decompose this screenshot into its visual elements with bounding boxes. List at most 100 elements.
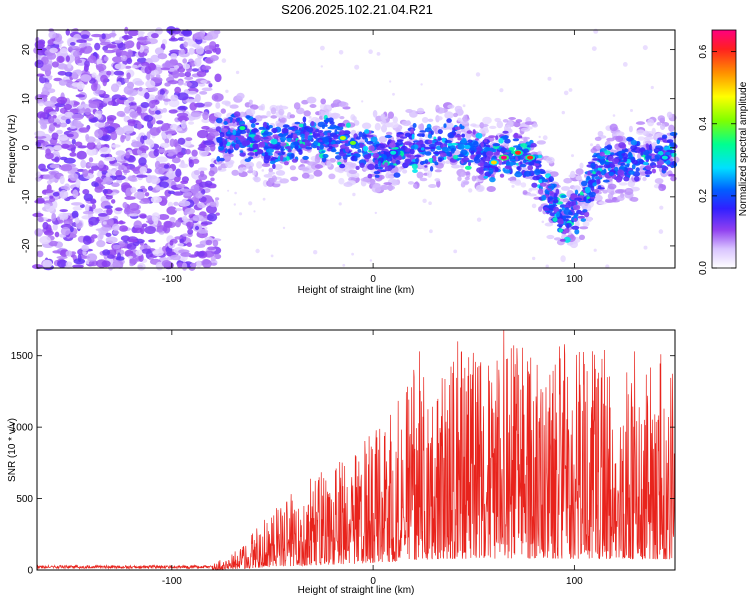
spectrogram-cell: [446, 118, 452, 123]
spectrogram-cell: [254, 134, 262, 141]
spectrogram-cell: [200, 80, 208, 84]
spectrogram-cell: [143, 115, 154, 122]
spectrogram-cell: [557, 218, 564, 225]
spectrogram-cell: [354, 64, 360, 70]
spectrogram-cell: [355, 165, 360, 170]
spectrogram-cell: [79, 49, 85, 53]
spectrogram-cell: [615, 135, 624, 142]
spectrogram-cell: [504, 138, 511, 144]
spectrogram-cell: [470, 154, 475, 160]
spectrogram-cell: [309, 104, 317, 108]
spectrogram-cell: [615, 131, 625, 137]
spectrogram-cell: [127, 96, 135, 102]
spectrogram-cell: [429, 146, 437, 150]
spectrogram-cell: [164, 82, 171, 87]
spectrogram-cell: [65, 250, 73, 257]
spectrogram-cell: [535, 160, 542, 164]
spectrogram-cell: [387, 111, 394, 119]
spectrogram-cell: [201, 125, 210, 130]
spectrogram-cell: [416, 107, 425, 114]
spectrogram-cell: [373, 171, 381, 175]
spectrogram-cell: [378, 136, 388, 143]
spectrogram-cell: [203, 101, 213, 107]
spectrogram-cell: [488, 135, 496, 139]
spectrogram-cell: [552, 217, 558, 223]
spectrogram-cell: [223, 121, 228, 125]
spectrogram-cell: [280, 117, 287, 124]
spectrogram-cell: [411, 133, 415, 140]
spectrogram-cell: [328, 117, 334, 123]
spectrogram-cell: [592, 158, 600, 161]
spectrogram-cell: [658, 229, 664, 234]
spectrogram-cell: [52, 192, 60, 197]
spectrogram-cell: [520, 182, 527, 188]
spectrogram-cell: [206, 205, 217, 214]
spectrogram-cell: [54, 33, 63, 43]
spectrogram-cell: [114, 63, 127, 70]
spectrogram-cell: [547, 196, 551, 204]
spectrogram-cell: [78, 127, 90, 133]
spectrogram-cell: [468, 161, 471, 166]
spectrogram-cell: [606, 144, 613, 151]
spectrogram-y-tick-label: 0: [21, 145, 32, 151]
spectrogram-cell: [147, 62, 156, 71]
spectrogram-cell: [168, 109, 178, 114]
spectrogram-cell: [282, 226, 286, 230]
spectrogram-cell: [635, 121, 646, 125]
spectrogram-cell: [372, 152, 380, 159]
spectrogram-cell: [215, 102, 221, 109]
spectrogram-cell: [623, 156, 628, 163]
spectrogram-cell: [71, 82, 81, 87]
spectrogram-cell: [168, 168, 173, 174]
spectrogram-cell: [163, 220, 173, 228]
spectrogram-cell: [56, 55, 65, 64]
spectrogram-cell: [498, 138, 504, 144]
spectrogram-cell: [137, 31, 145, 35]
spectrogram-cell: [622, 62, 628, 67]
spectrogram-cell: [435, 104, 440, 113]
spectrogram-cell: [316, 145, 320, 151]
spectrogram-cell: [146, 215, 153, 221]
spectrogram-cell: [39, 236, 51, 245]
spectrogram-cell: [238, 212, 243, 216]
spectrogram-cell: [301, 172, 310, 179]
spectrogram-x-label: Height of straight line (km): [298, 285, 415, 296]
spectrogram-cell: [86, 37, 93, 42]
spectrogram-cell: [258, 126, 265, 130]
spectrogram-cell: [65, 55, 70, 62]
spectrogram-cell: [115, 256, 125, 261]
spectrogram-cell: [181, 216, 188, 222]
spectrogram-cell: [453, 249, 458, 254]
spectrogram-cell: [199, 170, 205, 178]
spectrogram-cell: [207, 30, 219, 40]
spectrogram-cell: [538, 188, 544, 195]
spectrogram-cell: [292, 133, 298, 139]
spectrogram-cell: [588, 191, 596, 198]
spectrogram-cell: [70, 42, 76, 46]
spectrogram-y-tick-label: 20: [21, 44, 32, 56]
spectrogram-cell: [668, 124, 675, 132]
spectrogram-cell: [112, 244, 121, 250]
spectrogram-cell: [155, 27, 163, 35]
spectrogram-cell: [597, 167, 602, 171]
spectrogram-cell: [595, 143, 601, 150]
spectrogram-cell: [207, 213, 218, 222]
spectrogram-hotspot: [500, 155, 507, 160]
spectrogram-cell: [393, 172, 401, 178]
spectrogram-cell: [192, 214, 204, 222]
spectrogram-cell: [574, 228, 580, 235]
spectrogram-cell: [169, 240, 174, 246]
spectrogram-cell: [123, 85, 134, 95]
spectrogram-cell: [328, 173, 336, 180]
spectrogram-cell: [197, 202, 207, 209]
spectrogram-cell: [220, 127, 229, 133]
spectrogram-cell: [320, 65, 323, 68]
spectrogram-cell: [380, 144, 385, 149]
colorbar-tick-label: 0.2: [698, 188, 709, 202]
spectrogram-cell: [214, 73, 222, 83]
spectrogram-cell: [527, 165, 534, 171]
spectrogram-cell: [182, 63, 191, 70]
spectrogram-cell: [58, 219, 64, 224]
spectrogram-cell: [483, 175, 489, 179]
spectrogram-cell: [289, 165, 296, 171]
